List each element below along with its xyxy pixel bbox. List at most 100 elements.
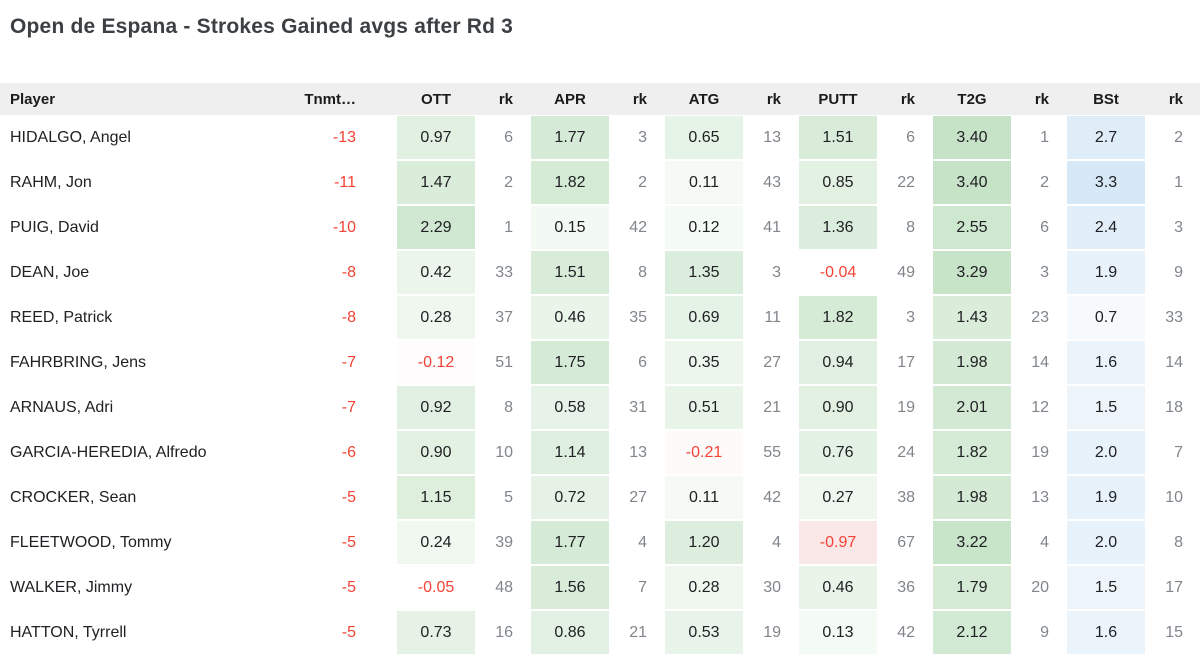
table-row[interactable]: DEAN, Joe -8 0.42 33 1.51 8 1.35 3 -0.04 49 3.29 3 1…: [0, 250, 1200, 295]
table-row[interactable]: RAHM, Jon -11 1.47 2 1.82 2 0.11 43 0.85 22 3.40 2 3…: [0, 160, 1200, 205]
rank-cell: 38: [897, 488, 915, 506]
rank-cell: 14: [1165, 353, 1183, 371]
col-header-rk-putt[interactable]: rk: [900, 90, 915, 108]
col-header-rk-apr[interactable]: rk: [632, 90, 647, 108]
table-row[interactable]: FLEETWOOD, Tommy -5 0.24 39 1.77 4 1.20 4 -0.97 6…: [0, 520, 1200, 565]
rank-cell: 55: [763, 443, 781, 461]
sg-value-cell: 2.01: [932, 385, 1012, 430]
rank-cell: 2: [638, 173, 647, 191]
rank-cell: 19: [1031, 443, 1049, 461]
col-header-player[interactable]: Player: [10, 90, 56, 108]
rank-cell: 27: [763, 353, 781, 371]
rank-cell: 17: [897, 353, 915, 371]
player-name-cell: REED, Patrick: [10, 308, 113, 326]
player-name-cell: HIDALGO, Angel: [10, 128, 131, 146]
rank-cell: 8: [504, 398, 513, 416]
sg-value-heat: 1.82: [531, 161, 609, 204]
sg-value-cell: -0.04: [798, 250, 878, 295]
col-header-apr[interactable]: APR: [554, 90, 586, 108]
sg-value-heat: 1.47: [397, 161, 475, 204]
sg-value-heat: 0.53: [665, 611, 743, 654]
rank-cell: 2: [1174, 128, 1183, 146]
sg-value-heat: 1.82: [933, 431, 1011, 474]
sg-value-cell: 0.53: [664, 610, 744, 655]
sg-value-cell: 1.6: [1066, 340, 1146, 385]
col-header-ott[interactable]: OTT: [421, 90, 451, 108]
table-row[interactable]: HATTON, Tyrrell -5 0.73 16 0.86 21 0.53 19 0.13 4…: [0, 610, 1200, 655]
sg-value-cell: 1.14: [530, 430, 610, 475]
sg-value-heat: 2.4: [1067, 206, 1145, 249]
sg-value-cell: 2.7: [1066, 115, 1146, 160]
sg-value-heat: 1.77: [531, 116, 609, 159]
col-header-atg[interactable]: ATG: [688, 90, 720, 108]
sg-value-heat: 2.29: [397, 206, 475, 249]
sg-value-heat: 0.11: [665, 476, 743, 519]
sg-value-cell: 1.98: [932, 475, 1012, 520]
table-row[interactable]: WALKER, Jimmy -5 -0.05 48 1.56 7 0.28 30 0.46 36 1…: [0, 565, 1200, 610]
tnmt-total-cell: -13: [332, 128, 356, 146]
rank-cell: 18: [1165, 398, 1183, 416]
sg-value-cell: 2.0: [1066, 430, 1146, 475]
rank-cell: 5: [504, 488, 513, 506]
sg-value-heat: 0.24: [397, 521, 475, 564]
col-header-t2g[interactable]: T2G: [957, 90, 987, 108]
col-header-rk-atg[interactable]: rk: [766, 90, 781, 108]
sg-value-cell: 0.97: [396, 115, 476, 160]
col-header-rk-t2g[interactable]: rk: [1034, 90, 1049, 108]
rank-cell: 7: [638, 578, 647, 596]
col-header-tnmt-total[interactable]: Tnmt…: [304, 90, 356, 108]
rank-cell: 24: [897, 443, 915, 461]
sg-value-cell: 3.40: [932, 160, 1012, 205]
sg-value-heat: 1.5: [1067, 386, 1145, 429]
sg-value-heat: 0.86: [531, 611, 609, 654]
tnmt-total-cell: -11: [334, 173, 356, 191]
rank-cell: 13: [629, 443, 647, 461]
tnmt-total-cell: -5: [341, 533, 356, 551]
sg-value-heat: 0.69: [665, 296, 743, 339]
sg-value-cell: 0.72: [530, 475, 610, 520]
table-row[interactable]: CROCKER, Sean -5 1.15 5 0.72 27 0.11 42 0.27 38 1.…: [0, 475, 1200, 520]
rank-cell: 8: [1174, 533, 1183, 551]
rank-cell: 17: [1165, 578, 1183, 596]
sg-value-heat: 1.77: [531, 521, 609, 564]
sg-value-cell: 1.51: [530, 250, 610, 295]
col-header-rk-bst[interactable]: rk: [1168, 90, 1183, 108]
sg-value-cell: 1.20: [664, 520, 744, 565]
rank-cell: 42: [897, 623, 915, 641]
sg-value-cell: 0.46: [798, 565, 878, 610]
table-row[interactable]: FAHRBRING, Jens -7 -0.12 51 1.75 6 0.35 27 0.94 1…: [0, 340, 1200, 385]
table-row[interactable]: REED, Patrick -8 0.28 37 0.46 35 0.69 11 1.82 3 1.…: [0, 295, 1200, 340]
sg-value-heat: 1.36: [799, 206, 877, 249]
sg-value-cell: 1.56: [530, 565, 610, 610]
sg-value-cell: 0.11: [664, 475, 744, 520]
table-header: Player Tnmt… OTT rk APR rk ATG rk PUTT rk T2G rk BSt…: [0, 83, 1200, 115]
sg-value-cell: 2.12: [932, 610, 1012, 655]
sg-value-heat: 0.12: [665, 206, 743, 249]
sg-value-heat: 1.6: [1067, 341, 1145, 384]
rank-cell: 48: [495, 578, 513, 596]
sg-value-heat: 1.79: [933, 566, 1011, 609]
player-name-cell: HATTON, Tyrrell: [10, 623, 127, 641]
sg-value-cell: 1.43: [932, 295, 1012, 340]
tnmt-total-cell: -8: [341, 308, 356, 326]
sg-value-cell: 3.40: [932, 115, 1012, 160]
sg-value-heat: 3.40: [933, 161, 1011, 204]
table-row[interactable]: PUIG, David -10 2.29 1 0.15 42 0.12 41 1.36 8 2.55…: [0, 205, 1200, 250]
col-header-rk-ott[interactable]: rk: [498, 90, 513, 108]
col-header-putt[interactable]: PUTT: [818, 90, 858, 108]
sg-value-heat: 0.97: [397, 116, 475, 159]
rank-cell: 3: [906, 308, 915, 326]
table-row[interactable]: GARCIA-HEREDIA, Alfredo -6 0.90 10 1.14 13 -0.…: [0, 430, 1200, 475]
table-row[interactable]: HIDALGO, Angel -13 0.97 6 1.77 3 0.65 13 1.51 6 3.…: [0, 115, 1200, 160]
sg-value-cell: 1.36: [798, 205, 878, 250]
sg-value-cell: 0.42: [396, 250, 476, 295]
sg-value-heat: 1.9: [1067, 476, 1145, 519]
sg-value-cell: 0.85: [798, 160, 878, 205]
tnmt-total-cell: -6: [341, 443, 356, 461]
table-row[interactable]: ARNAUS, Adri -7 0.92 8 0.58 31 0.51 21 0.90 19 2.0…: [0, 385, 1200, 430]
sg-value-cell: 1.15: [396, 475, 476, 520]
col-header-bst[interactable]: BSt: [1093, 90, 1119, 108]
sg-value-cell: 0.7: [1066, 295, 1146, 340]
sg-value-cell: 0.35: [664, 340, 744, 385]
sg-value-heat: 0.11: [665, 161, 743, 204]
